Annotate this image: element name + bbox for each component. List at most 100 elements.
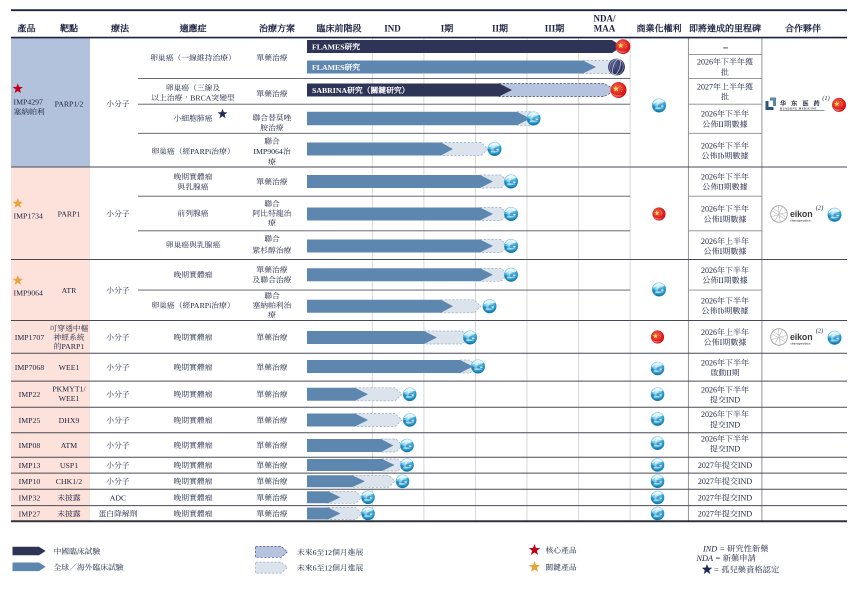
svg-text:IMP10: IMP10 <box>19 477 41 486</box>
svg-text:的PARP1: 的PARP1 <box>54 342 85 351</box>
svg-text:IMP1707: IMP1707 <box>15 333 45 342</box>
svg-text:IMP1734: IMP1734 <box>14 212 44 221</box>
svg-text:紫杉醇治療: 紫杉醇治療 <box>253 246 292 255</box>
svg-text:提交IND: 提交IND <box>710 444 740 453</box>
svg-text:小分子: 小分子 <box>106 477 130 486</box>
svg-text:ATM: ATM <box>61 441 78 450</box>
svg-text:2026年下半年: 2026年下半年 <box>701 296 749 305</box>
svg-text:單藥治療: 單藥治療 <box>256 416 287 425</box>
svg-text:單藥治療: 單藥治療 <box>256 461 287 470</box>
svg-text:聯合替莫唑: 聯合替莫唑 <box>253 113 292 122</box>
svg-text:即將達成的里程碑: 即將達成的里程碑 <box>689 24 761 34</box>
svg-text:塞納帕利治: 塞納帕利治 <box>253 301 292 310</box>
svg-text:治療方案: 治療方案 <box>259 24 295 34</box>
svg-text:單藥治療: 單藥治療 <box>256 333 287 342</box>
svg-text:卵巢癌（經PARPi治療）: 卵巢癌（經PARPi治療） <box>151 147 234 156</box>
svg-text:2026年下半年: 2026年下半年 <box>701 434 749 443</box>
svg-text:小細胞肺癌: 小細胞肺癌 <box>174 114 213 123</box>
svg-text:聯合: 聯合 <box>264 200 280 209</box>
svg-text:未來6至12個月進展: 未來6至12個月進展 <box>297 548 363 557</box>
svg-text:與乳腺癌: 與乳腺癌 <box>177 183 208 192</box>
svg-text:聯合: 聯合 <box>264 292 280 301</box>
svg-text:適應症: 適應症 <box>178 24 206 34</box>
svg-text:批: 批 <box>721 92 729 101</box>
svg-text:及聯合治療: 及聯合治療 <box>253 276 292 285</box>
svg-text:公佈Ib期數據: 公佈Ib期數據 <box>702 307 749 316</box>
svg-text:SABRINA研究（關鍵研究）: SABRINA研究（關鍵研究） <box>312 86 409 95</box>
svg-text:產品: 產品 <box>17 24 35 34</box>
svg-text:2027年提交IND: 2027年提交IND <box>698 461 752 470</box>
svg-text:單藥治療: 單藥治療 <box>256 178 287 187</box>
svg-text:療: 療 <box>268 219 276 228</box>
svg-text:2026年下半年: 2026年下半年 <box>701 173 749 182</box>
svg-text:小分子: 小分子 <box>106 461 130 470</box>
svg-text:公佈I期數據: 公佈I期數據 <box>704 215 747 224</box>
svg-text:2026年上半年: 2026年上半年 <box>701 328 749 337</box>
svg-text:IMP27: IMP27 <box>19 509 41 518</box>
svg-text:療: 療 <box>268 158 276 167</box>
svg-text:III期: III期 <box>545 24 565 34</box>
svg-text:提交IND: 提交IND <box>710 420 740 429</box>
svg-text:FLAMES研究: FLAMES研究 <box>312 63 360 72</box>
svg-text:塞納帕利: 塞納帕利 <box>14 107 45 116</box>
svg-text:療法: 療法 <box>111 24 130 34</box>
svg-text:單藥治療: 單藥治療 <box>256 441 287 450</box>
svg-text:2026年下半年: 2026年下半年 <box>701 110 749 119</box>
svg-text:公佈II期數據: 公佈II期數據 <box>702 276 747 285</box>
svg-text:晚期實體瘤: 晚期實體瘤 <box>174 173 213 182</box>
svg-text:IND: IND <box>384 24 401 34</box>
svg-text:IMP4297: IMP4297 <box>14 97 44 106</box>
svg-text:2026年下半年: 2026年下半年 <box>701 266 749 275</box>
svg-text:卵巢癌（一線維持治療）: 卵巢癌（一線維持治療） <box>150 54 236 63</box>
svg-text:晚期實體瘤: 晚期實體瘤 <box>174 333 213 342</box>
svg-text:單藥治療: 單藥治療 <box>256 477 287 486</box>
svg-text:蛋白降解劑: 蛋白降解劑 <box>99 509 138 518</box>
svg-text:晚期實體瘤: 晚期實體瘤 <box>174 363 213 372</box>
svg-text:小分子: 小分子 <box>106 363 130 372</box>
svg-text:小分子: 小分子 <box>106 286 130 295</box>
svg-text:啟動II期: 啟動II期 <box>710 368 739 377</box>
svg-text:IND = 研究性新藥: IND = 研究性新藥 <box>702 545 769 554</box>
svg-text:小分子: 小分子 <box>106 210 130 219</box>
svg-text:2026年下半年: 2026年下半年 <box>701 141 749 150</box>
svg-text:IMP7068: IMP7068 <box>15 363 45 372</box>
svg-text:聯合: 聯合 <box>264 137 280 146</box>
svg-text:療: 療 <box>268 311 276 320</box>
svg-text:晚期實體瘤: 晚期實體瘤 <box>174 461 213 470</box>
svg-text:IMP13: IMP13 <box>19 461 41 470</box>
svg-text:II期: II期 <box>492 24 508 34</box>
svg-text:eikon: eikon <box>790 209 812 219</box>
svg-text:批: 批 <box>721 68 729 77</box>
svg-text:WEE1: WEE1 <box>59 363 80 372</box>
svg-text:2027年提交IND: 2027年提交IND <box>698 509 752 518</box>
svg-text:PKMYT1/: PKMYT1/ <box>52 385 86 394</box>
svg-text:小分子: 小分子 <box>106 416 130 425</box>
svg-text:晚期實體瘤: 晚期實體瘤 <box>174 493 213 502</box>
svg-text:公佈I期數據: 公佈I期數據 <box>704 338 747 347</box>
svg-text:小分子: 小分子 <box>106 390 130 399</box>
svg-text:ATR: ATR <box>62 286 78 295</box>
svg-text:2027年上半年獲: 2027年上半年獲 <box>697 82 753 91</box>
svg-text:單藥治療: 單藥治療 <box>256 363 287 372</box>
svg-text:IMP9064: IMP9064 <box>14 289 44 298</box>
svg-text:單藥治療: 單藥治療 <box>256 509 287 518</box>
svg-text:NDA/: NDA/ <box>594 14 616 24</box>
svg-text:全球／海外臨床試驗: 全球／海外臨床試驗 <box>54 563 124 572</box>
svg-text:核心產品: 核心產品 <box>546 546 577 555</box>
svg-text:單藥治療: 單藥治療 <box>256 493 287 502</box>
svg-text:IMP25: IMP25 <box>19 416 41 425</box>
svg-text:小分子: 小分子 <box>106 441 130 450</box>
svg-text:2027年提交IND: 2027年提交IND <box>698 477 752 486</box>
svg-text:DHX9: DHX9 <box>59 416 80 425</box>
svg-text:WEE1: WEE1 <box>59 394 80 403</box>
svg-text:商業化權利: 商業化權利 <box>636 24 681 34</box>
svg-text:卵巢癌（經PARPi治療）: 卵巢癌（經PARPi治療） <box>151 301 234 310</box>
svg-text:單藥治療: 單藥治療 <box>256 90 287 99</box>
svg-text:2026年下半年: 2026年下半年 <box>701 205 749 214</box>
svg-text:therapeutics: therapeutics <box>791 342 811 346</box>
svg-text:2026年下半年獲: 2026年下半年獲 <box>697 58 753 67</box>
svg-text:卵巢癌與乳腺癌: 卵巢癌與乳腺癌 <box>166 241 221 250</box>
svg-text:未披露: 未披露 <box>57 493 81 502</box>
svg-text:未來6至12個月進展: 未來6至12個月進展 <box>297 564 363 573</box>
svg-text:晚期實體瘤: 晚期實體瘤 <box>174 271 213 280</box>
